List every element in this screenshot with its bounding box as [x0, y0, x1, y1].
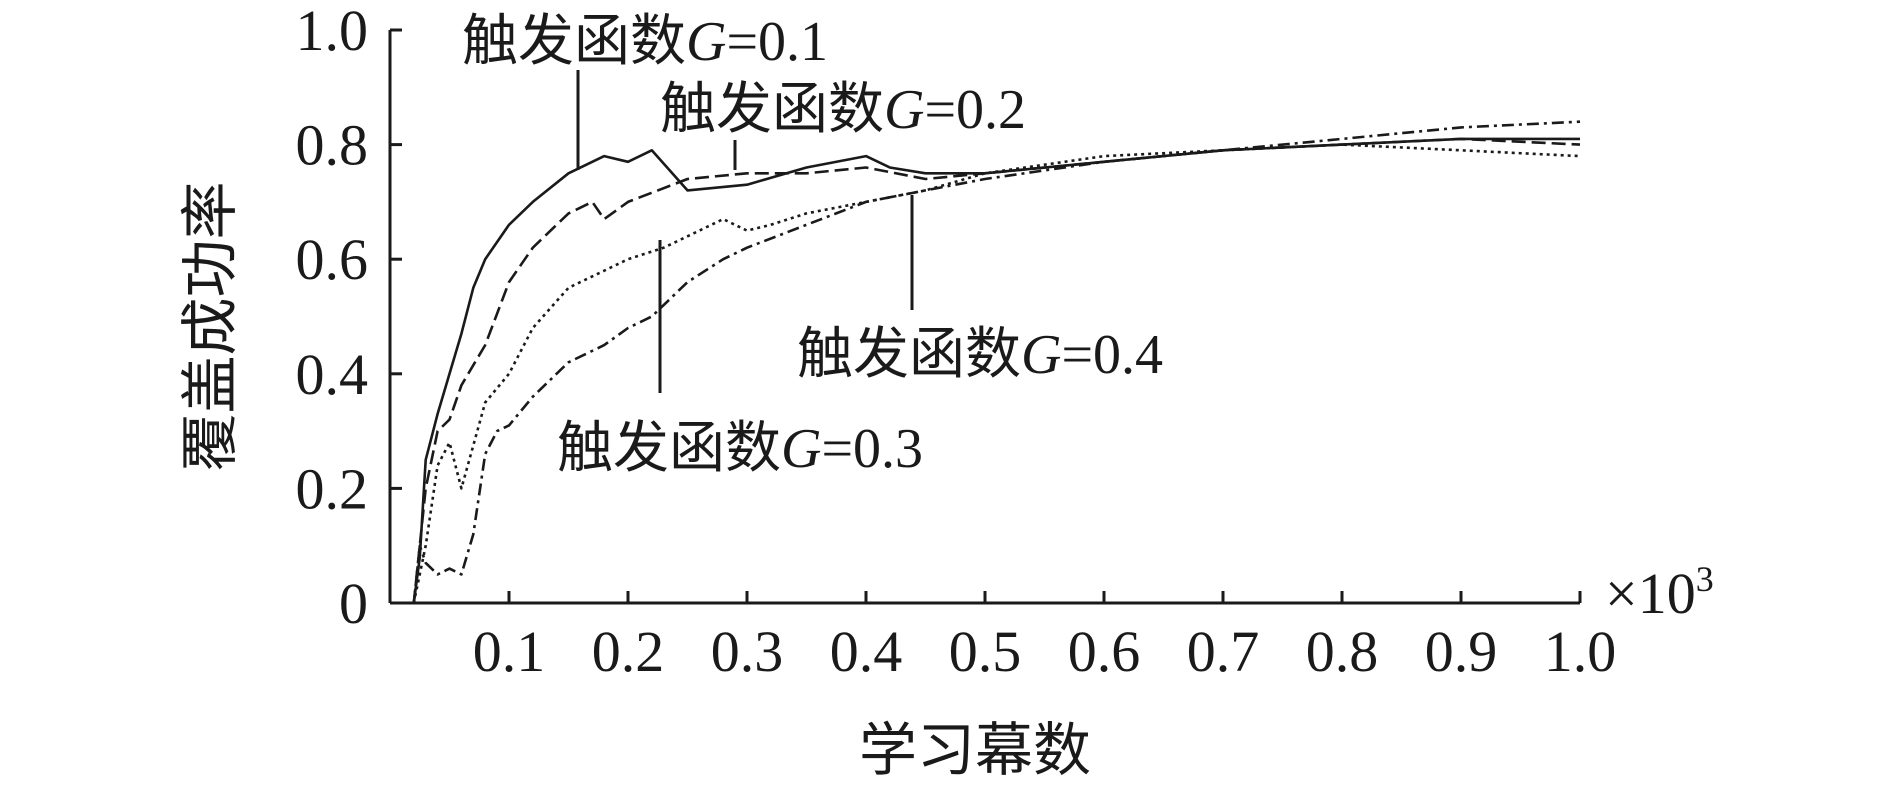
series-label-value: =0.3	[821, 418, 923, 480]
x-tick-label: 0.5	[949, 619, 1022, 684]
series-label: 触发函数G=0.1	[462, 9, 828, 74]
series-label: 触发函数G=0.3	[557, 416, 923, 481]
y-tick-label: 0.6	[296, 227, 369, 292]
y-tick-label: 0	[339, 571, 368, 636]
x-tick-label: 0.2	[592, 619, 665, 684]
series-label-g: G	[884, 79, 924, 141]
x-tick-label: 0.9	[1425, 619, 1498, 684]
series-line-3	[412, 143, 1581, 604]
x-axis-title: 学习幕数	[859, 716, 1091, 784]
ticks: 0 0.2 0.4 0.6 0.8 1.0 0.1 0.2 0.3 0.4 0.5 0.6 0.7 0.8…	[296, 0, 1617, 684]
x-tick-label: 0.1	[473, 619, 546, 684]
series-group	[412, 120, 1581, 604]
series-label-value: =0.1	[726, 11, 828, 73]
series-label-value: =0.4	[1061, 324, 1163, 386]
y-tick-label: 1.0	[296, 0, 369, 63]
series-line-2	[412, 137, 1581, 604]
series-label-prefix: 触发函数	[557, 416, 781, 481]
x-axis-multiplier: ×103	[1605, 559, 1714, 626]
x-tick-label: 0.4	[830, 619, 903, 684]
x-tick-label: 0.7	[1187, 619, 1260, 684]
x-tick-label: 0.3	[711, 619, 784, 684]
x-tick-label: 0.6	[1068, 619, 1141, 684]
series-label-prefix: 触发函数	[797, 322, 1021, 387]
x-tick-label: 0.8	[1306, 619, 1379, 684]
x-axis-multiplier-base: ×10	[1605, 561, 1696, 626]
series-label: 触发函数G=0.4	[797, 322, 1163, 387]
y-axis-title: 覆盖成功率	[176, 181, 244, 471]
y-tick-label: 0.8	[296, 113, 369, 178]
series-label-g: G	[781, 418, 821, 480]
series-line-4	[412, 120, 1581, 604]
series-label-g: G	[1021, 324, 1061, 386]
x-tick-label: 1.0	[1544, 619, 1617, 684]
series-label-g: G	[686, 11, 726, 73]
series-label-value: =0.2	[924, 79, 1026, 141]
y-tick-label: 0.2	[296, 456, 369, 521]
y-tick-label: 0.4	[296, 342, 369, 407]
series-label: 触发函数G=0.2	[660, 77, 1026, 142]
series-label-prefix: 触发函数	[660, 77, 884, 142]
x-axis-multiplier-exponent: 3	[1696, 559, 1714, 599]
series-label-prefix: 触发函数	[462, 9, 686, 74]
